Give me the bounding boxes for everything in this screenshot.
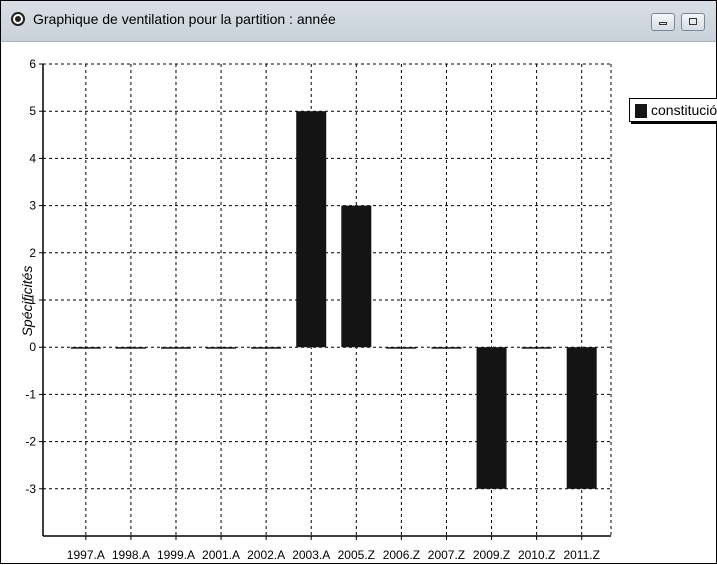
bar — [386, 347, 417, 349]
x-tick-label: 2003.A — [292, 548, 330, 562]
y-tick-label: 3 — [29, 199, 36, 213]
y-tick-label: 4 — [29, 151, 36, 165]
x-tick-label: 2011.Z — [563, 548, 599, 562]
bar — [566, 347, 597, 489]
title-bar: Graphique de ventilation pour la partiti… — [1, 1, 716, 42]
bar — [431, 347, 462, 349]
y-tick-label: 1 — [29, 293, 36, 307]
bar — [251, 347, 282, 349]
x-tick-label: 1999.A — [157, 548, 195, 562]
x-tick-label: 2007.Z — [428, 548, 465, 562]
window-title: Graphique de ventilation pour la partiti… — [33, 11, 336, 27]
x-tick-label: 2009.Z — [473, 548, 510, 562]
y-axis-label: Spécificités — [19, 266, 35, 337]
x-tick-label: 1997.A — [67, 548, 105, 562]
bar — [296, 111, 327, 348]
x-tick-label: 2006.Z — [383, 548, 420, 562]
minimize-icon — [659, 22, 667, 25]
bar — [206, 347, 237, 349]
bar — [70, 347, 101, 349]
legend-swatch — [635, 104, 647, 118]
app-icon — [11, 12, 25, 26]
x-tick-label: 2010.Z — [518, 548, 555, 562]
x-tick-label: 2001.A — [202, 548, 240, 562]
y-tick-label: 5 — [29, 104, 36, 118]
y-tick-label: -3 — [25, 482, 36, 496]
y-tick-label: -2 — [25, 435, 36, 449]
maximize-icon — [689, 18, 697, 25]
legend: constitución — [629, 98, 717, 122]
x-tick-label: 2005.Z — [338, 548, 375, 562]
y-tick-label: 0 — [29, 340, 36, 354]
maximize-button[interactable] — [681, 13, 705, 31]
minimize-button[interactable] — [651, 13, 675, 31]
y-tick-label: -1 — [25, 387, 36, 401]
bar — [476, 347, 507, 489]
bar — [115, 347, 146, 349]
x-tick-label: 1998.A — [112, 548, 150, 562]
y-tick-label: 6 — [29, 57, 36, 71]
bar — [160, 347, 191, 349]
bar — [521, 347, 552, 349]
legend-label: constitución — [651, 102, 717, 118]
y-tick-label: 2 — [29, 246, 36, 260]
bar — [341, 205, 372, 348]
x-tick-label: 2002.A — [247, 548, 285, 562]
